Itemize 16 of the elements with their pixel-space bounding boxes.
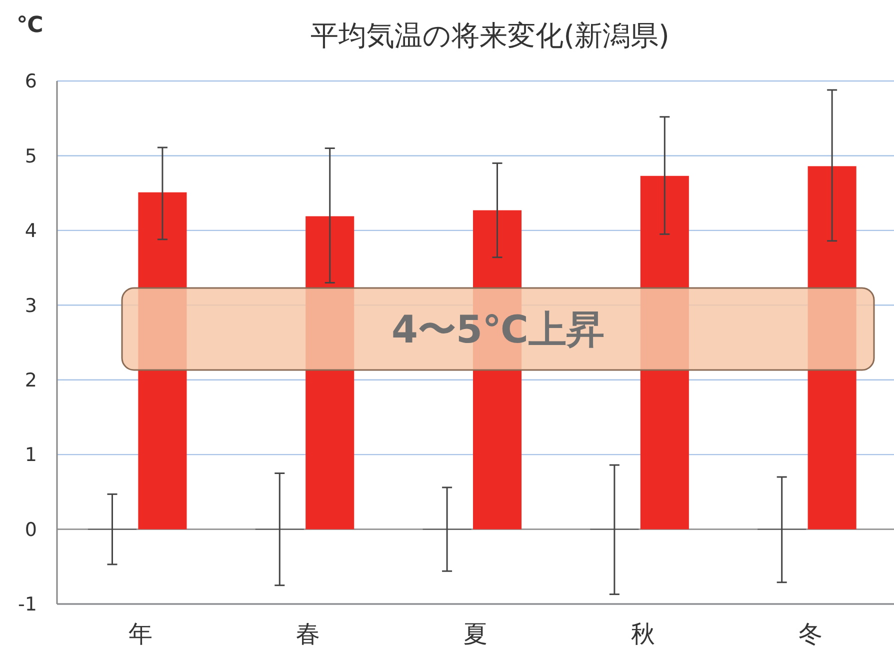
x-tick-label: 春 <box>296 620 320 648</box>
y-tick-label: -1 <box>18 594 37 616</box>
y-tick-label: 5 <box>24 145 37 168</box>
y-axis-title: ℃ <box>16 13 44 38</box>
chart-title: 平均気温の将来変化(新潟県) <box>310 19 670 52</box>
y-tick-label: 6 <box>24 70 37 93</box>
x-tick-label: 秋 <box>630 620 655 648</box>
x-tick-label: 年 <box>128 620 153 648</box>
x-tick-label: 冬 <box>798 620 822 648</box>
y-tick-label: 0 <box>24 518 37 541</box>
annotation: 4〜5℃上昇 <box>392 307 604 352</box>
x-tick-label: 夏 <box>464 620 488 648</box>
y-tick-label: 4 <box>24 220 37 242</box>
y-tick-label: 1 <box>24 444 37 466</box>
y-tick-label: 2 <box>24 370 37 392</box>
y-tick-label: 3 <box>24 294 37 317</box>
